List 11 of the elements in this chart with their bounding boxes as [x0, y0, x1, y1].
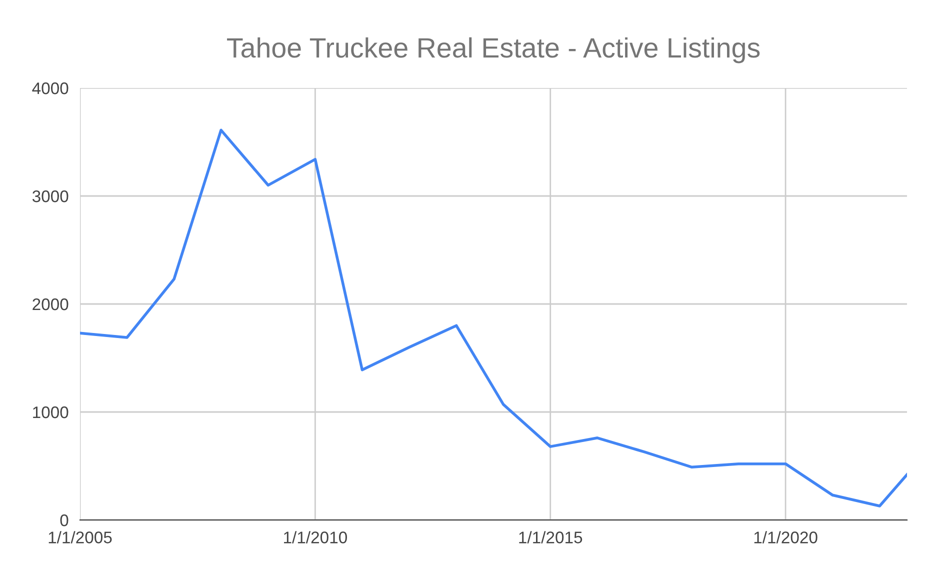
x-tick-label: 1/1/2005: [48, 531, 112, 544]
y-tick-label: 4000: [32, 82, 68, 94]
y-tick-label: 2000: [32, 298, 68, 310]
y-tick-label: 0: [60, 514, 68, 526]
x-tick-label: 1/1/2015: [519, 531, 582, 544]
chart-title: Tahoe Truckee Real Estate - Active Listings: [227, 37, 760, 64]
y-tick-label: 1000: [33, 406, 68, 418]
line-series: [80, 128, 907, 508]
y-tick-label: 3000: [32, 190, 68, 202]
x-tick-label: 1/1/2010: [284, 531, 347, 544]
x-tick-label: 1/1/2020: [754, 531, 818, 544]
